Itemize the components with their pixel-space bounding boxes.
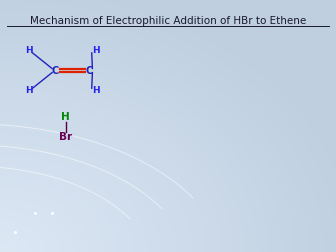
Text: C: C (85, 66, 93, 76)
Text: H: H (61, 112, 70, 122)
Text: C: C (52, 66, 59, 76)
Text: H: H (92, 86, 99, 95)
Text: Mechanism of Electrophilic Addition of HBr to Ethene: Mechanism of Electrophilic Addition of H… (30, 16, 306, 26)
Text: H: H (25, 86, 32, 95)
Text: H: H (25, 46, 32, 55)
Text: H: H (92, 46, 99, 55)
Text: Br: Br (59, 132, 72, 142)
